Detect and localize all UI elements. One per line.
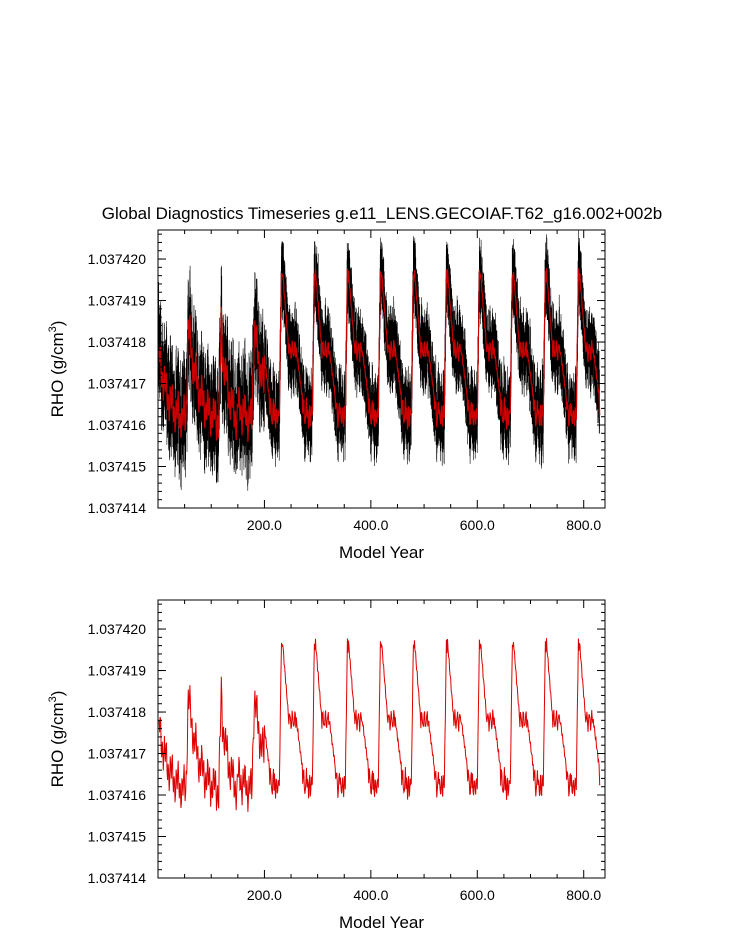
y-tick-label: 1.037419 xyxy=(88,663,147,679)
y-axis-label-main: RHO (g/cm xyxy=(48,332,67,417)
bottom-panel: 200.0 400.0 600.0 800.0 1.037414 1.037415 1.03… xyxy=(47,599,606,932)
y-axis-label: RHO (g/cm3) xyxy=(47,691,67,788)
y-tick-label: 1.037420 xyxy=(88,251,147,267)
top-panel: 200.0 400.0 600.0 800.0 1.037414 1.037415 1.03… xyxy=(47,229,606,562)
y-axis-label-superscript: 3 xyxy=(47,696,59,702)
y-tick-label: 1.037416 xyxy=(88,787,147,803)
y-tick-label: 1.037414 xyxy=(88,500,147,516)
y-tick-label: 1.037417 xyxy=(88,376,147,392)
x-axis-label: Model Year xyxy=(339,913,424,932)
y-tick-label: 1.037417 xyxy=(88,746,147,762)
y-tick-label: 1.037414 xyxy=(88,870,147,886)
plot-frame xyxy=(157,229,606,509)
x-tick-label: 200.0 xyxy=(247,887,282,903)
y-axis-label-superscript: 3 xyxy=(47,326,59,332)
x-tick-label: 400.0 xyxy=(353,517,388,533)
y-tick-label: 1.037416 xyxy=(88,417,147,433)
plot-frame xyxy=(157,599,606,879)
x-axis-label: Model Year xyxy=(339,543,424,562)
y-tick-label: 1.037418 xyxy=(88,704,147,720)
x-tick-label: 600.0 xyxy=(460,887,495,903)
x-tick-label: 600.0 xyxy=(460,517,495,533)
y-tick-label: 1.037420 xyxy=(88,621,147,637)
y-axis-label-close: ) xyxy=(48,691,67,697)
annual-series-line xyxy=(158,268,601,442)
y-axis-label-main: RHO (g/cm xyxy=(48,702,67,787)
y-tick-label: 1.037415 xyxy=(88,829,147,845)
y-tick-label: 1.037419 xyxy=(88,293,147,309)
plot-title: Global Diagnostics Timeseries g.e11_LENS… xyxy=(102,204,663,223)
y-tick-label: 1.037415 xyxy=(88,459,147,475)
x-tick-label: 200.0 xyxy=(247,517,282,533)
x-tick-label: 400.0 xyxy=(353,887,388,903)
y-axis-label-close: ) xyxy=(48,321,67,327)
x-tick-label: 800.0 xyxy=(566,517,601,533)
y-tick-label: 1.037418 xyxy=(88,334,147,350)
annual-series-line xyxy=(158,638,601,812)
x-tick-label: 800.0 xyxy=(566,887,601,903)
y-axis-label: RHO (g/cm3) xyxy=(47,321,67,418)
